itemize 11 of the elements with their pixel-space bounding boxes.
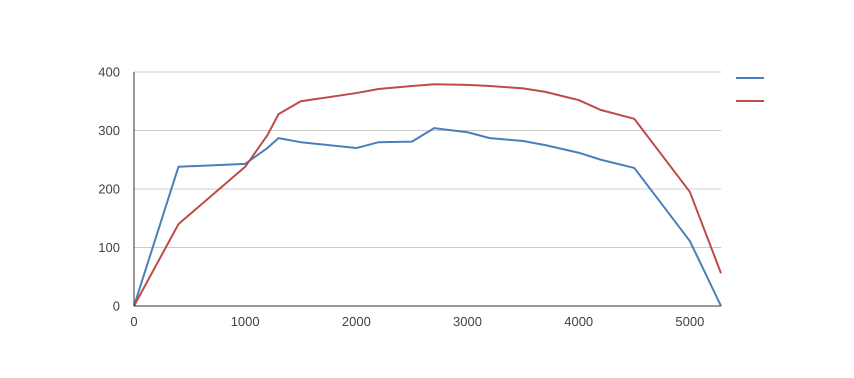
y-tick-label: 300 — [98, 123, 120, 138]
x-tick-label: 2000 — [342, 314, 371, 329]
x-tick-label: 3000 — [453, 314, 482, 329]
y-tick-label: 400 — [98, 64, 120, 80]
x-tick-label: 4000 — [564, 314, 594, 329]
y-tick-label: 200 — [98, 182, 120, 197]
x-tick-label: 1000 — [230, 314, 260, 329]
x-tick-label: 0 — [130, 314, 138, 329]
y-tick-label: 100 — [98, 240, 120, 256]
y-tick-label: 0 — [112, 298, 120, 314]
x-tick-label: 5000 — [675, 314, 704, 329]
